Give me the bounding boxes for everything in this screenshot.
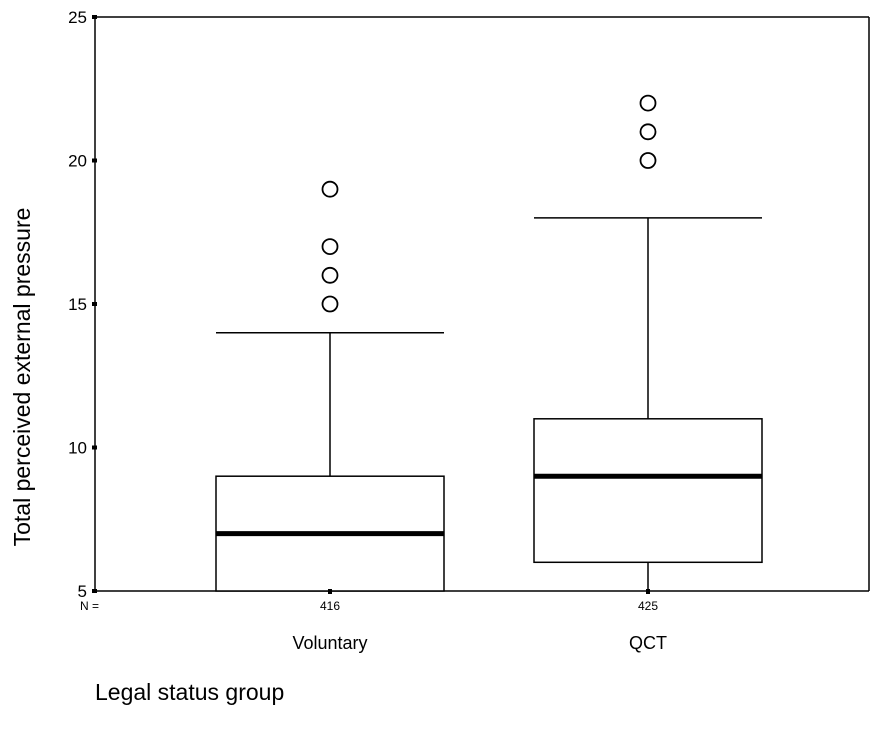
outlier-point — [321, 266, 339, 284]
y-tick-mark — [92, 15, 97, 19]
x-tick-mark — [328, 589, 332, 594]
y-tick-label: 15 — [68, 295, 87, 314]
outlier-point — [321, 295, 339, 313]
y-axis: 5 10 15 20 25 — [68, 8, 97, 601]
y-tick-label: 20 — [68, 152, 87, 171]
x-axis: N = 416 Voluntary 425 QCT — [80, 589, 667, 653]
n-count-label: 416 — [320, 599, 340, 613]
n-count-label: 425 — [638, 599, 658, 613]
x-tick-mark — [646, 589, 650, 594]
box-voluntary — [215, 180, 445, 592]
outlier-point — [639, 123, 657, 141]
category-label: QCT — [629, 633, 667, 653]
outlier-point — [321, 180, 339, 198]
boxes — [215, 94, 763, 592]
box-qct — [533, 94, 763, 591]
iqr-box — [533, 418, 763, 564]
y-tick-mark — [92, 158, 97, 163]
y-tick-mark — [92, 589, 97, 593]
n-prefix-label: N = — [80, 599, 99, 613]
y-tick-label: 5 — [78, 582, 87, 601]
y-axis-label: Total perceived external pressure — [9, 208, 35, 547]
y-tick-label: 10 — [68, 439, 87, 458]
outlier-point — [321, 238, 339, 256]
outlier-point — [639, 94, 657, 112]
y-tick-mark — [92, 302, 97, 306]
category-label: Voluntary — [292, 633, 367, 653]
x-axis-label: Legal status group — [95, 679, 284, 705]
y-tick-label: 25 — [68, 8, 87, 27]
outlier-point — [639, 152, 657, 169]
y-tick-mark — [92, 445, 97, 450]
